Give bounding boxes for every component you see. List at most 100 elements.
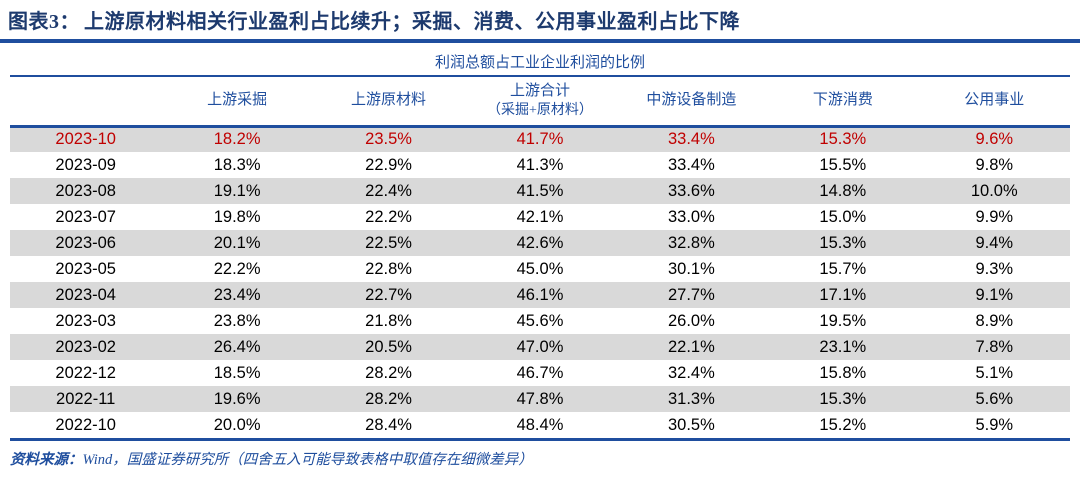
table-row: 2022-10 20.0% 28.4% 48.4% 30.5% 15.2% 5.9% (10, 412, 1070, 438)
header-cell-utilities: 公用事业 (918, 77, 1070, 128)
value-cell: 26.0% (668, 311, 715, 330)
figure-title-text: 上游原材料相关行业盈利占比续升；采掘、消费、公用事业盈利占比下降 (84, 11, 740, 33)
date-cell: 2022-11 (56, 389, 116, 408)
value-cell: 18.5% (213, 363, 261, 382)
value-cell: 46.1% (516, 285, 564, 304)
value-cell: 23.1% (819, 337, 867, 356)
header-sublabel: （采掘+原材料） (487, 102, 593, 118)
header-cell-midstream-equipment: 中游设备制造 (615, 77, 768, 128)
value-cell: 19.8% (213, 207, 261, 226)
value-cell: 30.5% (668, 415, 715, 434)
table-row: 2023-08 19.1% 22.4% 41.5% 33.6% 14.8% 10.0% (10, 178, 1070, 204)
value-cell: 22.2% (365, 207, 412, 226)
table-row: 2022-11 19.6% 28.2% 47.8% 31.3% 15.3% 5.6% (10, 386, 1070, 412)
value-cell: 23.5% (365, 130, 412, 149)
value-cell: 46.7% (516, 363, 564, 382)
value-cell: 33.0% (668, 207, 715, 226)
value-cell: 23.4% (213, 285, 261, 304)
header-cell-upstream-total: 上游合计 （采掘+原材料） (464, 77, 616, 128)
header-cell-upstream-mining: 上游采掘 (161, 77, 313, 128)
value-cell: 42.1% (516, 207, 564, 226)
table-row: 2023-09 18.3% 22.9% 41.3% 33.4% 15.5% 9.8% (10, 152, 1070, 178)
value-cell: 9.8% (975, 155, 1014, 174)
value-cell: 17.1% (819, 285, 867, 304)
value-cell: 22.2% (213, 259, 261, 278)
date-cell: 2023-10 (55, 130, 116, 149)
value-cell: 26.4% (213, 337, 261, 356)
value-cell: 42.6% (516, 233, 564, 252)
value-cell: 9.9% (975, 207, 1014, 226)
value-cell: 30.1% (668, 259, 715, 278)
date-cell: 2023-02 (55, 337, 116, 356)
date-cell: 2023-07 (55, 207, 116, 226)
header-label: 上游采掘 (207, 92, 268, 109)
value-cell: 15.3% (819, 389, 867, 408)
table-row: 2023-03 23.8% 21.8% 45.6% 26.0% 19.5% 8.9% (10, 308, 1070, 334)
value-cell: 22.9% (365, 155, 412, 174)
table-body: 2023-10 18.2% 23.5% 41.7% 33.4% 15.3% 9.6% 2023… (10, 126, 1070, 438)
value-cell: 5.9% (975, 415, 1014, 434)
value-cell: 33.4% (668, 155, 715, 174)
value-cell: 22.8% (365, 259, 412, 278)
date-cell: 2023-08 (55, 181, 116, 200)
value-cell: 23.8% (213, 311, 261, 330)
value-cell: 41.5% (516, 181, 564, 200)
value-cell: 9.1% (975, 285, 1014, 304)
table-row: 2023-05 22.2% 22.8% 45.0% 30.1% 15.7% 9.3% (10, 256, 1070, 282)
value-cell: 15.2% (819, 415, 867, 434)
value-cell: 15.3% (819, 130, 867, 149)
value-cell: 20.1% (213, 233, 261, 252)
value-cell: 41.7% (516, 130, 564, 149)
source-note: 资料来源：Wind，国盛证券研究所（四舍五入可能导致表格中取值存在细微差异） (10, 448, 1070, 469)
value-cell: 15.3% (819, 233, 867, 252)
header-label: 上游合计 (509, 82, 570, 99)
profit-share-table: 上游采掘 上游原材料 上游合计 （采掘+原材料） 中游设备制造 下游消费 公用事业… (10, 77, 1070, 438)
date-cell: 2023-04 (55, 285, 116, 304)
value-cell: 7.8% (975, 337, 1014, 356)
table-row: 2023-06 20.1% 22.5% 42.6% 32.8% 15.3% 9.4% (10, 230, 1070, 256)
table-caption: 利润总额占工业企业利润的比例 (10, 43, 1070, 77)
title-divider (0, 39, 1080, 43)
date-cell: 2023-05 (55, 259, 116, 278)
table-row: 2023-07 19.8% 22.2% 42.1% 33.0% 15.0% 9.9% (10, 204, 1070, 230)
value-cell: 18.2% (213, 130, 261, 149)
date-cell: 2023-06 (55, 233, 116, 252)
value-cell: 19.1% (213, 181, 261, 200)
value-cell: 22.7% (365, 285, 412, 304)
table-row: 2023-04 23.4% 22.7% 46.1% 27.7% 17.1% 9.1% (10, 282, 1070, 308)
figure-label: 图表3： (8, 11, 80, 33)
value-cell: 5.6% (975, 389, 1014, 408)
value-cell: 27.7% (668, 285, 715, 304)
value-cell: 19.6% (213, 389, 261, 408)
value-cell: 33.6% (668, 181, 715, 200)
date-cell: 2022-10 (55, 415, 116, 434)
value-cell: 14.8% (819, 181, 867, 200)
value-cell: 15.5% (819, 155, 867, 174)
header-label: 公用事业 (964, 92, 1025, 109)
value-cell: 21.8% (365, 311, 412, 330)
date-cell: 2022-12 (55, 363, 116, 382)
value-cell: 48.4% (516, 415, 564, 434)
value-cell: 32.8% (668, 233, 715, 252)
value-cell: 20.0% (213, 415, 261, 434)
value-cell: 18.3% (213, 155, 261, 174)
header-label: 上游原材料 (351, 92, 427, 109)
value-cell: 28.2% (365, 363, 412, 382)
value-cell: 45.6% (516, 311, 564, 330)
value-cell: 32.4% (668, 363, 715, 382)
header-cell-upstream-materials: 上游原材料 (312, 77, 465, 128)
header-label: 下游消费 (812, 92, 873, 109)
value-cell: 45.0% (516, 259, 564, 278)
value-cell: 15.8% (819, 363, 867, 382)
value-cell: 22.4% (365, 181, 412, 200)
figure-title: 图表3： 上游原材料相关行业盈利占比续升；采掘、消费、公用事业盈利占比下降 (0, 0, 1080, 39)
value-cell: 9.4% (975, 233, 1014, 252)
header-cell-date (10, 77, 162, 128)
value-cell: 41.3% (516, 155, 564, 174)
value-cell: 19.5% (819, 311, 867, 330)
value-cell: 22.1% (668, 337, 715, 356)
value-cell: 28.2% (365, 389, 412, 408)
value-cell: 9.3% (975, 259, 1014, 278)
value-cell: 20.5% (365, 337, 412, 356)
